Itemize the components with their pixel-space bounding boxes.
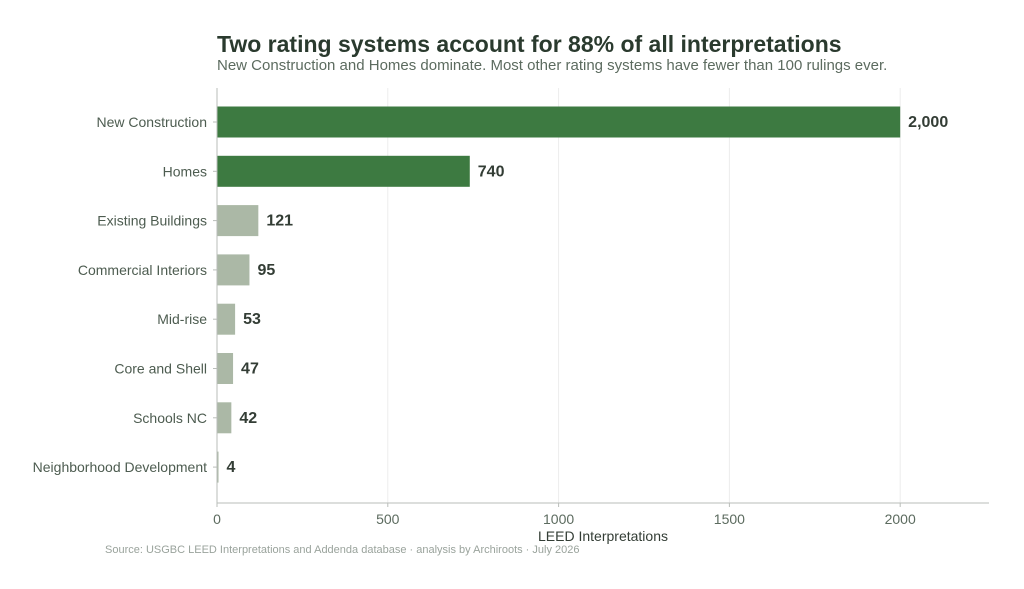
value-label: 47 [241,361,259,378]
x-tick-label: 1000 [543,511,574,527]
bars [217,106,901,483]
chart-subtitle: New Construction and Homes dominate. Mos… [217,57,887,74]
category-label: Existing Buildings [97,213,207,229]
source-note: Source: USGBC LEED Interpretations and A… [105,544,580,556]
category-label: Mid-rise [157,311,207,327]
x-axis-title: LEED Interpretations [538,528,668,544]
value-label: 4 [227,459,236,476]
value-label: 740 [478,163,505,180]
category-label: Schools NC [133,410,207,426]
value-label: 42 [239,410,257,427]
x-axis-ticks: 0 500 1000 1500 2000 [213,503,916,527]
category-label: Core and Shell [114,361,207,377]
category-label: Homes [163,163,207,179]
chart-title: Two rating systems account for 88% of al… [217,31,842,57]
bar [217,402,232,434]
value-label: 121 [266,213,293,230]
value-labels: 2,000 740 121 95 53 47 42 4 [227,114,949,476]
category-label: Neighborhood Development [33,459,207,475]
category-label: New Construction [97,114,208,130]
bar [217,106,901,138]
bar [217,303,236,335]
value-label: 2,000 [908,114,948,131]
bar [217,254,250,286]
x-tick-label: 0 [213,511,221,527]
value-label: 53 [243,311,261,328]
bar [217,205,259,237]
category-label: Commercial Interiors [78,262,207,278]
x-tick-label: 1500 [714,511,745,527]
x-tick-label: 2000 [885,511,916,527]
value-label: 95 [257,262,275,279]
bar [217,451,219,483]
x-tick-label: 500 [376,511,400,527]
bar [217,353,234,384]
bar [217,155,470,187]
grid [387,88,901,503]
category-labels: New Construction Homes Existing Buildings C… [33,114,217,475]
